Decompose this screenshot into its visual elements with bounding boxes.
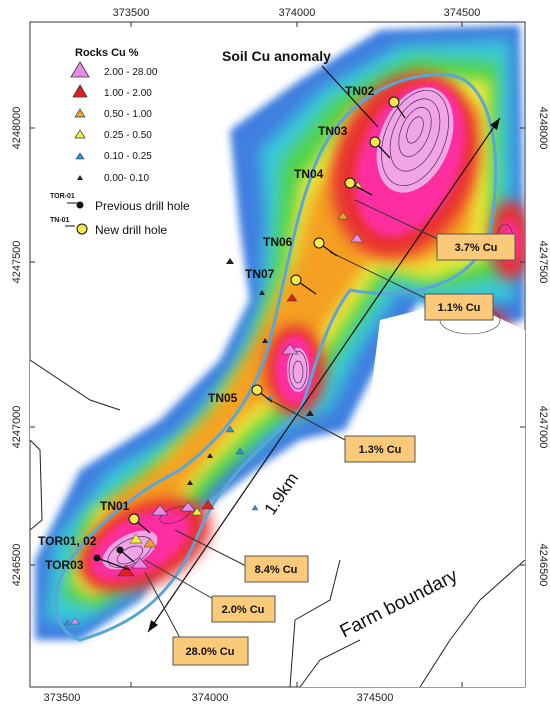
- rock-samples: [63, 181, 364, 626]
- legend-class-4: 0.25 - 0.50: [104, 130, 152, 141]
- soil-anomaly-label: Soil Cu anomaly: [222, 48, 331, 64]
- legend-symbol-6: [77, 175, 83, 180]
- callout-1.3: 1.3% Cu: [344, 435, 416, 463]
- hole-label-tn03: TN03: [318, 124, 348, 138]
- previous-hole-tor03: [93, 554, 101, 562]
- legend-previous-label: Previous drill hole: [95, 199, 190, 213]
- y-tick-label: 4248000: [11, 107, 23, 150]
- legend-symbol-5: [75, 152, 85, 160]
- legend-symbol-3: [74, 108, 86, 118]
- legend-symbol-2: [72, 84, 88, 98]
- legend-class-3: 0.50 - 1.00: [104, 109, 152, 120]
- hole-label-tn07: TN07: [245, 267, 275, 281]
- y-tick-label: 4247500: [537, 241, 549, 284]
- y-tick-label: 4247000: [537, 406, 549, 449]
- legend-symbol-4: [74, 129, 86, 139]
- x-tick-label: 373500: [44, 692, 81, 704]
- callout-28.0: 28.0% Cu: [172, 636, 249, 666]
- soil-heatmap: [30, 25, 525, 687]
- hole-label-tn01: TN01: [100, 499, 130, 513]
- hole-label-tn06: TN06: [263, 235, 293, 249]
- legend-symbol-1: [70, 61, 90, 78]
- legend-new-tag: TN-01: [50, 217, 70, 224]
- hole-label-tn02: TN02: [345, 84, 375, 98]
- callout-3.7: 3.7% Cu: [436, 233, 516, 261]
- y-tick-label: 4246500: [537, 544, 549, 587]
- legend-previous-hole-symbol: [76, 201, 84, 209]
- legend-class-6: 0.00- 0.10: [104, 173, 149, 184]
- callout-2.0: 2.0% Cu: [211, 595, 276, 623]
- svg-text:8.4% Cu: 8.4% Cu: [255, 564, 298, 576]
- x-tick-label: 374000: [192, 692, 229, 704]
- svg-text:1.1% Cu: 1.1% Cu: [438, 302, 481, 314]
- legend-new-hole-symbol: [76, 223, 88, 235]
- svg-text:2.0% Cu: 2.0% Cu: [222, 604, 265, 616]
- legend-previous-tag: TOR-01: [50, 193, 75, 200]
- svg-text:3.7% Cu: 3.7% Cu: [455, 242, 498, 254]
- legend: Rocks Cu % 2.00 - 28.00 1.00 - 2.00 0.50…: [50, 47, 190, 237]
- x-tick-label: 374500: [444, 7, 481, 19]
- legend-class-1: 2.00 - 28.00: [104, 67, 158, 78]
- x-tick-label: 374500: [357, 692, 394, 704]
- hole-label-tn05: TN05: [208, 391, 238, 405]
- hole-label-tn04: TN04: [294, 167, 324, 181]
- x-tick-label: 373500: [113, 7, 150, 19]
- y-tick-label: 4248000: [537, 107, 549, 150]
- callout-1.1: 1.1% Cu: [424, 293, 494, 321]
- x-tick-label: 374000: [279, 7, 316, 19]
- previous-hole-tor01: [116, 546, 124, 554]
- y-tick-label: 4247500: [11, 241, 23, 284]
- anomaly-halo: [54, 73, 498, 642]
- y-tick-label: 4247000: [11, 406, 23, 449]
- farm-boundary-line: [30, 439, 43, 531]
- new-drill-holes: [128, 96, 400, 525]
- legend-title: Rocks Cu %: [75, 47, 139, 59]
- hole-label-tor01: TOR01, 02: [38, 534, 97, 548]
- legend-class-2: 1.00 - 2.00: [104, 88, 152, 99]
- svg-text:1.3% Cu: 1.3% Cu: [359, 444, 402, 456]
- y-tick-label: 4246500: [11, 544, 23, 587]
- svg-text:28.0% Cu: 28.0% Cu: [186, 646, 235, 658]
- hole-label-tor03: TOR03: [45, 558, 84, 572]
- legend-class-5: 0.10 - 0.25: [104, 151, 152, 162]
- legend-new-label: New drill hole: [95, 223, 167, 237]
- callout-8.4: 8.4% Cu: [244, 555, 309, 583]
